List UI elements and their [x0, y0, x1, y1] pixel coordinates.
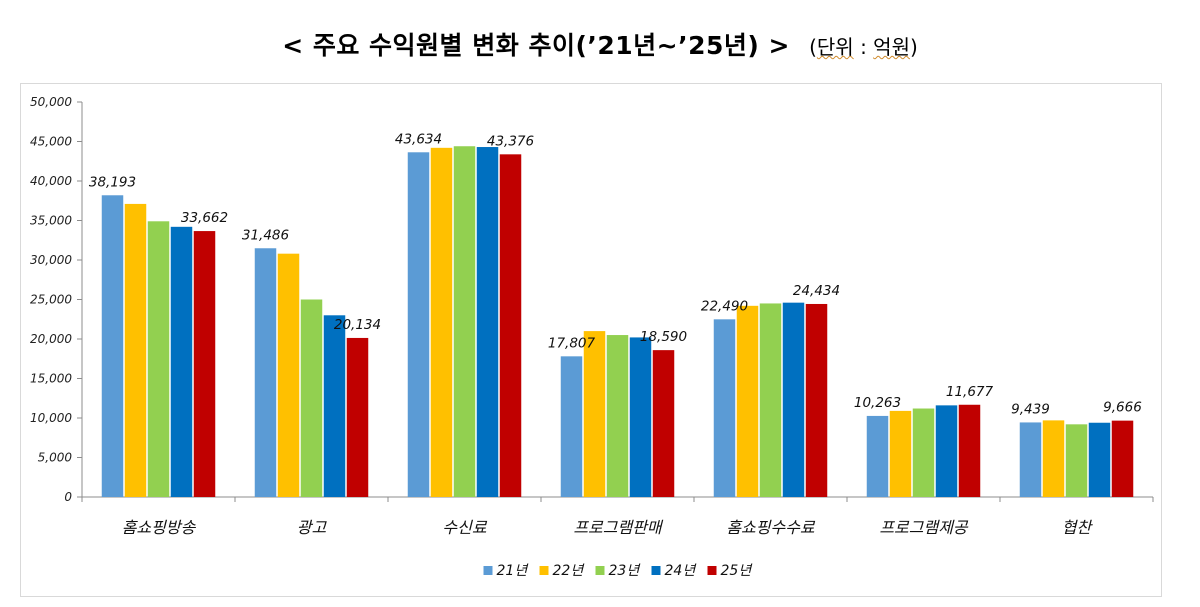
data-label: 43,634	[395, 131, 442, 147]
x-category-label: 프로그램제공	[879, 518, 969, 537]
bar	[346, 337, 369, 497]
bar	[1065, 424, 1088, 497]
y-tick-label: 25,000	[30, 293, 72, 307]
bar	[1019, 422, 1042, 497]
bar	[935, 405, 958, 497]
bar	[652, 350, 675, 497]
unit-note: (단위 : 억원)	[809, 35, 918, 59]
data-label: 10,263	[854, 395, 901, 411]
unit-value: 억원	[873, 35, 910, 59]
bar	[759, 303, 782, 497]
x-category-label: 협찬	[1062, 518, 1094, 537]
legend-swatch	[707, 566, 717, 575]
data-label: 22,490	[701, 298, 748, 314]
data-label: 38,193	[89, 174, 136, 190]
y-tick-label: 30,000	[30, 253, 72, 267]
bar	[782, 302, 805, 497]
legend-swatch	[483, 566, 493, 575]
unit-close: )	[909, 35, 918, 59]
bar	[254, 248, 277, 497]
y-tick-label: 45,000	[30, 135, 72, 149]
bar	[736, 305, 759, 497]
unit-open: (	[809, 35, 817, 59]
bar	[193, 231, 216, 498]
data-label: 33,662	[181, 210, 228, 226]
bar	[430, 147, 453, 497]
data-label: 11,677	[946, 384, 994, 400]
bar-chart: 0 5,000 10,000 15,000 20,000 25,000 30,000 35,0…	[30, 95, 1154, 579]
bar	[1042, 420, 1065, 497]
x-category-label: 광고	[297, 518, 328, 537]
bar	[606, 335, 629, 497]
bar	[407, 152, 430, 498]
y-tick-label: 0	[64, 490, 72, 504]
legend-label: 21년	[497, 563, 529, 579]
bar	[476, 147, 499, 497]
bar	[124, 203, 147, 497]
bar	[453, 146, 476, 498]
data-label: 18,590	[640, 329, 687, 345]
legend-label: 25년	[721, 563, 753, 579]
bar	[805, 303, 828, 497]
data-label: 43,376	[487, 133, 534, 149]
y-tick-label: 40,000	[30, 174, 72, 188]
data-label: 20,134	[334, 317, 381, 333]
legend-swatch	[539, 566, 549, 575]
y-tick-label: 5,000	[38, 451, 73, 465]
legend-label: 24년	[665, 563, 697, 579]
bar	[300, 299, 323, 497]
chart-area: 0 5,000 10,000 15,000 20,000 25,000 30,000 35,0…	[20, 83, 1162, 597]
y-tick-label: 10,000	[30, 411, 72, 425]
legend-label: 23년	[609, 563, 641, 579]
data-label: 24,434	[793, 283, 840, 299]
bar	[629, 337, 652, 497]
unit-word: 단위	[816, 35, 854, 59]
y-tick-label: 35,000	[30, 214, 72, 228]
bar	[1088, 422, 1111, 497]
legend-swatch	[595, 566, 605, 575]
bar	[866, 415, 889, 497]
legend-swatch	[651, 566, 661, 575]
bar	[277, 253, 300, 497]
legend-label: 22년	[553, 563, 585, 579]
y-tick-label: 50,000	[30, 95, 72, 109]
bar	[101, 195, 124, 497]
data-label: 17,807	[548, 335, 596, 351]
bar	[1111, 420, 1134, 497]
bar	[583, 331, 606, 497]
bar	[170, 226, 193, 497]
data-label: 31,486	[242, 227, 289, 243]
bar	[713, 319, 736, 497]
bar	[323, 315, 346, 497]
chart-title: < 주요 수익원별 변화 추이(’21년~’25년) > (단위 : 억원)	[0, 26, 1200, 62]
bar	[958, 404, 981, 497]
data-label: 9,666	[1103, 400, 1142, 416]
x-category-label: 프로그램판매	[573, 518, 664, 537]
bar	[499, 154, 522, 497]
x-category-label: 수신료	[442, 518, 487, 537]
y-tick-label: 20,000	[30, 332, 72, 346]
bar	[889, 410, 912, 497]
chart-title-main: < 주요 수익원별 변화 추이(’21년~’25년) >	[282, 31, 790, 60]
x-category-label: 홈쇼핑방송	[122, 518, 197, 537]
bar	[147, 221, 170, 498]
x-category-label: 홈쇼핑수수료	[726, 518, 816, 537]
bar	[912, 408, 935, 497]
data-label: 9,439	[1011, 401, 1050, 417]
bar	[560, 356, 583, 497]
unit-separator: :	[853, 35, 874, 59]
y-tick-label: 15,000	[30, 372, 72, 386]
